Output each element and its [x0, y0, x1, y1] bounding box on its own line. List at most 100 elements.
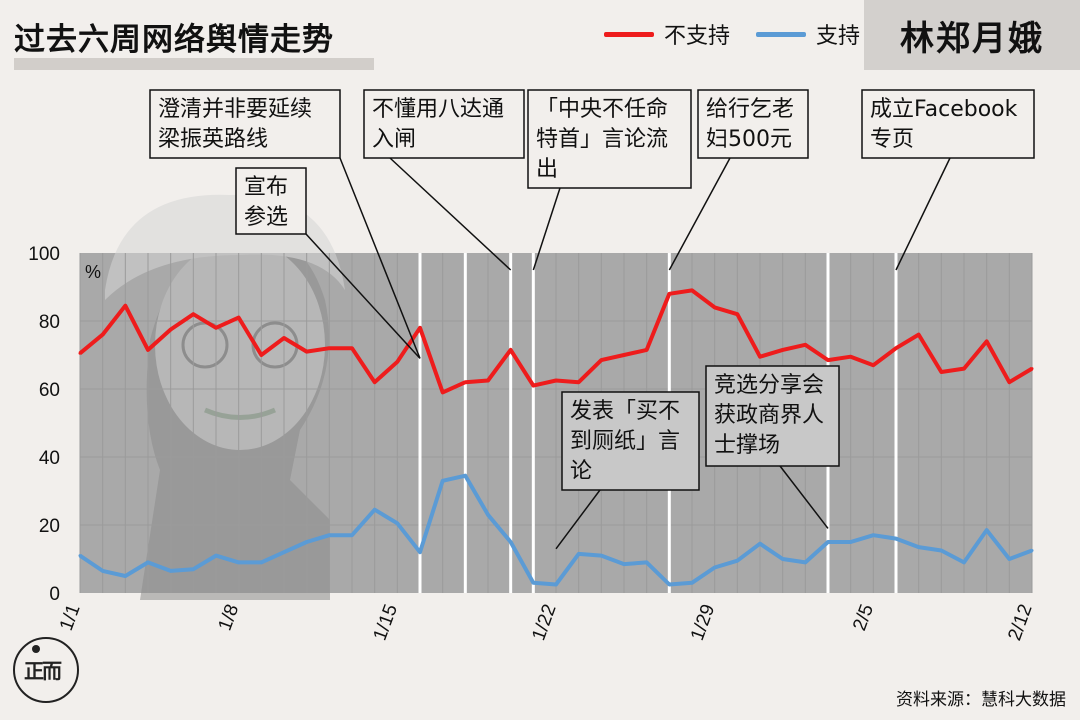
annotation-leader	[779, 465, 829, 529]
data-point-support	[191, 567, 195, 571]
data-point-support	[599, 554, 603, 558]
data-point-oppose	[667, 292, 671, 296]
data-point-oppose	[917, 333, 921, 337]
data-point-oppose	[713, 305, 717, 309]
data-point-oppose	[78, 351, 82, 355]
data-point-support	[418, 550, 422, 554]
logo-dot	[32, 645, 40, 653]
data-point-oppose	[282, 336, 286, 340]
x-tick-label: 1/29	[687, 602, 719, 644]
data-point-oppose	[826, 358, 830, 362]
data-point-support	[101, 569, 105, 573]
data-point-support	[871, 533, 875, 537]
data-point-oppose	[735, 312, 739, 316]
data-point-support	[962, 560, 966, 564]
data-point-support	[622, 562, 626, 566]
data-point-oppose	[985, 339, 989, 343]
data-point-support	[1007, 557, 1011, 561]
annotation-text: 专页	[870, 127, 914, 152]
legend-swatch-support	[756, 31, 807, 37]
data-point-support	[917, 545, 921, 549]
annotation-box	[705, 365, 840, 467]
data-point-support	[577, 552, 581, 556]
data-point-oppose	[1007, 380, 1011, 384]
data-point-oppose	[146, 348, 150, 352]
annotation-text: 士撑场	[714, 433, 780, 458]
data-point-support	[985, 528, 989, 532]
x-tick-label: 2/5	[849, 602, 878, 634]
data-point-support	[350, 533, 354, 537]
data-point-support	[554, 583, 558, 586]
data-point-oppose	[577, 380, 581, 384]
data-point-support	[282, 550, 286, 554]
data-point-support	[463, 474, 467, 478]
data-point-oppose	[758, 355, 762, 359]
legend: 不支持 支持	[604, 18, 886, 50]
annotation-text: 发表「买不	[570, 399, 680, 424]
data-point-support	[667, 583, 671, 586]
data-point-support	[690, 581, 694, 585]
y-tick-label: 80	[39, 312, 60, 333]
annotation-text: 参选	[244, 205, 288, 230]
x-tick-label: 2/12	[1004, 602, 1036, 644]
data-point-oppose	[645, 348, 649, 352]
annotation: 成立Facebook 专页	[861, 89, 1035, 271]
data-point-support	[735, 559, 739, 563]
data-point-support	[146, 560, 150, 564]
data-point-support	[849, 540, 853, 544]
annotation-text: 梁振英路线	[158, 127, 268, 152]
data-point-support	[645, 560, 649, 564]
annotation-text: 出	[536, 157, 558, 182]
annotation-text: 澄清并非要延续	[158, 97, 312, 122]
legend-label-oppose: 不支持	[664, 24, 731, 49]
data-point-oppose	[690, 288, 694, 292]
data-point-support	[1030, 549, 1034, 552]
annotation-text: 妇500元	[706, 127, 792, 152]
data-point-support	[169, 569, 173, 573]
data-point-support	[237, 560, 241, 564]
portrait-smile	[204, 407, 276, 420]
y-tick-label: 20	[39, 516, 60, 537]
data-point-oppose	[509, 348, 513, 352]
chart-title: 过去六周网络舆情走势	[14, 22, 334, 58]
annotation-box	[527, 89, 692, 189]
data-point-oppose	[849, 355, 853, 359]
legend-item-support: 支持	[756, 18, 860, 50]
data-point-support	[327, 533, 331, 537]
x-tick-label: 1/8	[215, 602, 244, 634]
data-point-oppose	[1030, 367, 1034, 371]
data-point-support	[509, 540, 513, 544]
data-point-support	[395, 521, 399, 525]
data-point-oppose	[350, 346, 354, 350]
logo-text: 正而	[24, 659, 62, 683]
source-note: 资料来源：慧科大数据	[896, 690, 1066, 710]
annotation-leader	[895, 157, 951, 271]
annotation-box	[363, 89, 525, 159]
annotation-leader	[555, 489, 601, 550]
x-tick-label: 1/15	[370, 602, 402, 644]
data-point-support	[486, 513, 490, 517]
data-point-oppose	[373, 380, 377, 384]
annotation-text: 论	[570, 459, 592, 484]
data-point-support	[758, 542, 762, 546]
annotation-box	[149, 89, 341, 159]
data-point-oppose	[169, 328, 173, 331]
data-point-support	[826, 540, 830, 544]
annotation-box	[861, 89, 1035, 159]
annotation-text: 给行乞老	[706, 97, 794, 122]
annotation-text: 不懂用八达通	[372, 97, 504, 122]
unit-label: %	[85, 262, 101, 282]
data-point-support	[894, 537, 898, 541]
data-point-oppose	[486, 379, 490, 382]
y-tick-label: 60	[39, 380, 60, 401]
data-point-oppose	[894, 346, 898, 350]
annotation-leader	[389, 157, 512, 271]
data-point-oppose	[237, 316, 241, 320]
annotation-box	[697, 89, 809, 159]
data-point-support	[373, 508, 377, 512]
